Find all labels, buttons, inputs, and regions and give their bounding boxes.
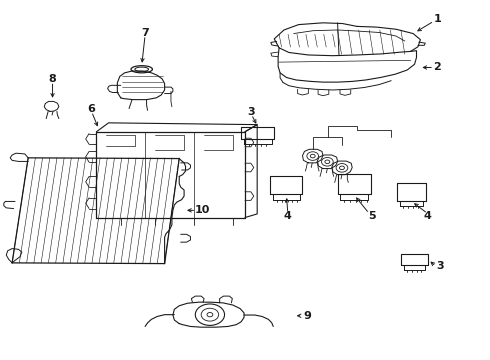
Text: 4: 4 [284,211,292,221]
Text: 9: 9 [303,311,311,321]
Text: 1: 1 [434,14,441,24]
Text: 3: 3 [436,261,444,271]
Text: 5: 5 [368,211,375,221]
Text: 6: 6 [88,104,96,114]
Text: 3: 3 [247,107,255,117]
Text: 10: 10 [195,205,210,215]
Text: 7: 7 [141,28,149,38]
Text: 8: 8 [49,74,56,84]
Text: 4: 4 [424,211,432,221]
Text: 2: 2 [434,63,441,72]
